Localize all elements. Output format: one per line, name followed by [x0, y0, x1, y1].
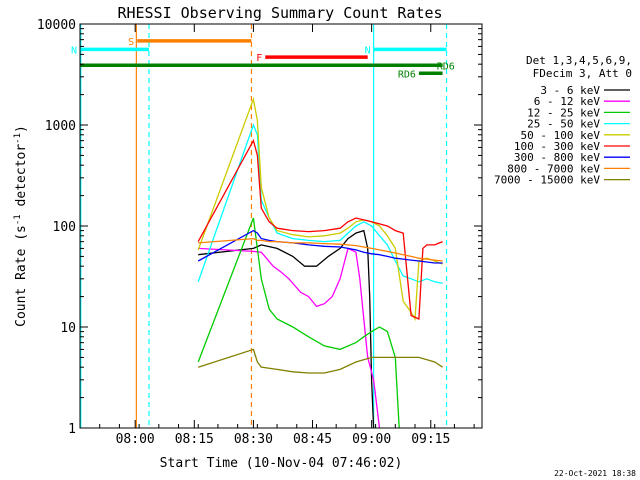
legend-header-line1: Det 1,3,4,5,6,9,	[526, 54, 632, 67]
x-axis-label: Start Time (10-Nov-04 07:46:02)	[160, 456, 403, 471]
y-axis-label-sup1: -1	[13, 214, 23, 225]
legend-label-1: 6 - 12 keV	[534, 95, 601, 108]
legend-label-8: 7000 - 15000 keV	[494, 174, 600, 187]
series-line-8	[198, 348, 443, 374]
y-tick-label-4: 10000	[37, 18, 76, 33]
legend: Det 1,3,4,5,6,9, FDecim 3, Att 0 3 - 6 k…	[494, 54, 632, 187]
y-axis-label-sup2: -1	[13, 133, 23, 144]
x-tick-label-2: 08:30	[234, 432, 273, 447]
plot-area: S N N F RD6 RD6	[71, 24, 455, 429]
series-line-7	[198, 237, 443, 262]
y-tick-label-1: 10	[60, 321, 76, 336]
series-line-5	[197, 138, 443, 320]
y-axis-label-mid: detector	[14, 144, 29, 215]
x-tick-label-4: 09:00	[352, 432, 391, 447]
y-axis-label: Count Rate (s-1 detector-1)	[13, 125, 29, 327]
legend-label-5: 100 - 300 keV	[514, 140, 600, 153]
state-band-label-extra: RD6	[437, 61, 455, 72]
legend-label-2: 12 - 25 keV	[527, 106, 600, 119]
chart-title: RHESSI Observing Summary Count Rates	[117, 4, 442, 22]
y-axis-label-post: )	[14, 125, 29, 133]
legend-label-7: 800 - 7000 keV	[507, 162, 600, 175]
y-tick-label-3: 1000	[45, 119, 76, 134]
x-axis: 08:00 08:15 08:30 08:45 09:00 09:15	[79, 24, 475, 447]
y-axis-label-pre: Count Rate (s	[14, 225, 29, 327]
legend-label-6: 300 - 800 keV	[514, 151, 600, 164]
state-band-label-2: N	[365, 45, 371, 56]
x-tick-label-5: 09:15	[411, 432, 450, 447]
legend-label-4: 50 - 100 keV	[521, 129, 601, 142]
x-tick-label-3: 08:45	[293, 432, 332, 447]
y-tick-label-2: 100	[53, 220, 76, 235]
x-tick-label-1: 08:15	[175, 432, 214, 447]
series-line-3	[197, 123, 443, 285]
series-line-2	[197, 217, 400, 429]
series-line-1	[198, 247, 381, 429]
y-axis: 1 10 100 1000 10000	[37, 18, 482, 437]
state-band-label-0: S	[128, 37, 134, 48]
legend-label-0: 3 - 6 keV	[540, 84, 600, 97]
plot-frame	[79, 23, 483, 429]
series-line-0	[198, 229, 375, 429]
footer-timestamp: 22-Oct-2021 18:38	[554, 469, 636, 478]
series-line-6	[197, 229, 443, 264]
legend-header-line2: FDecim 3, Att 0	[533, 67, 632, 80]
state-band-label-1: N	[71, 45, 77, 56]
state-band-label-5: RD6	[398, 69, 416, 80]
legend-label-3: 25 - 50 keV	[527, 118, 600, 131]
series-line-4	[197, 96, 443, 322]
state-band-label-3: F	[256, 53, 262, 64]
x-tick-label-0: 08:00	[116, 432, 155, 447]
y-tick-label-0: 1	[68, 422, 76, 437]
